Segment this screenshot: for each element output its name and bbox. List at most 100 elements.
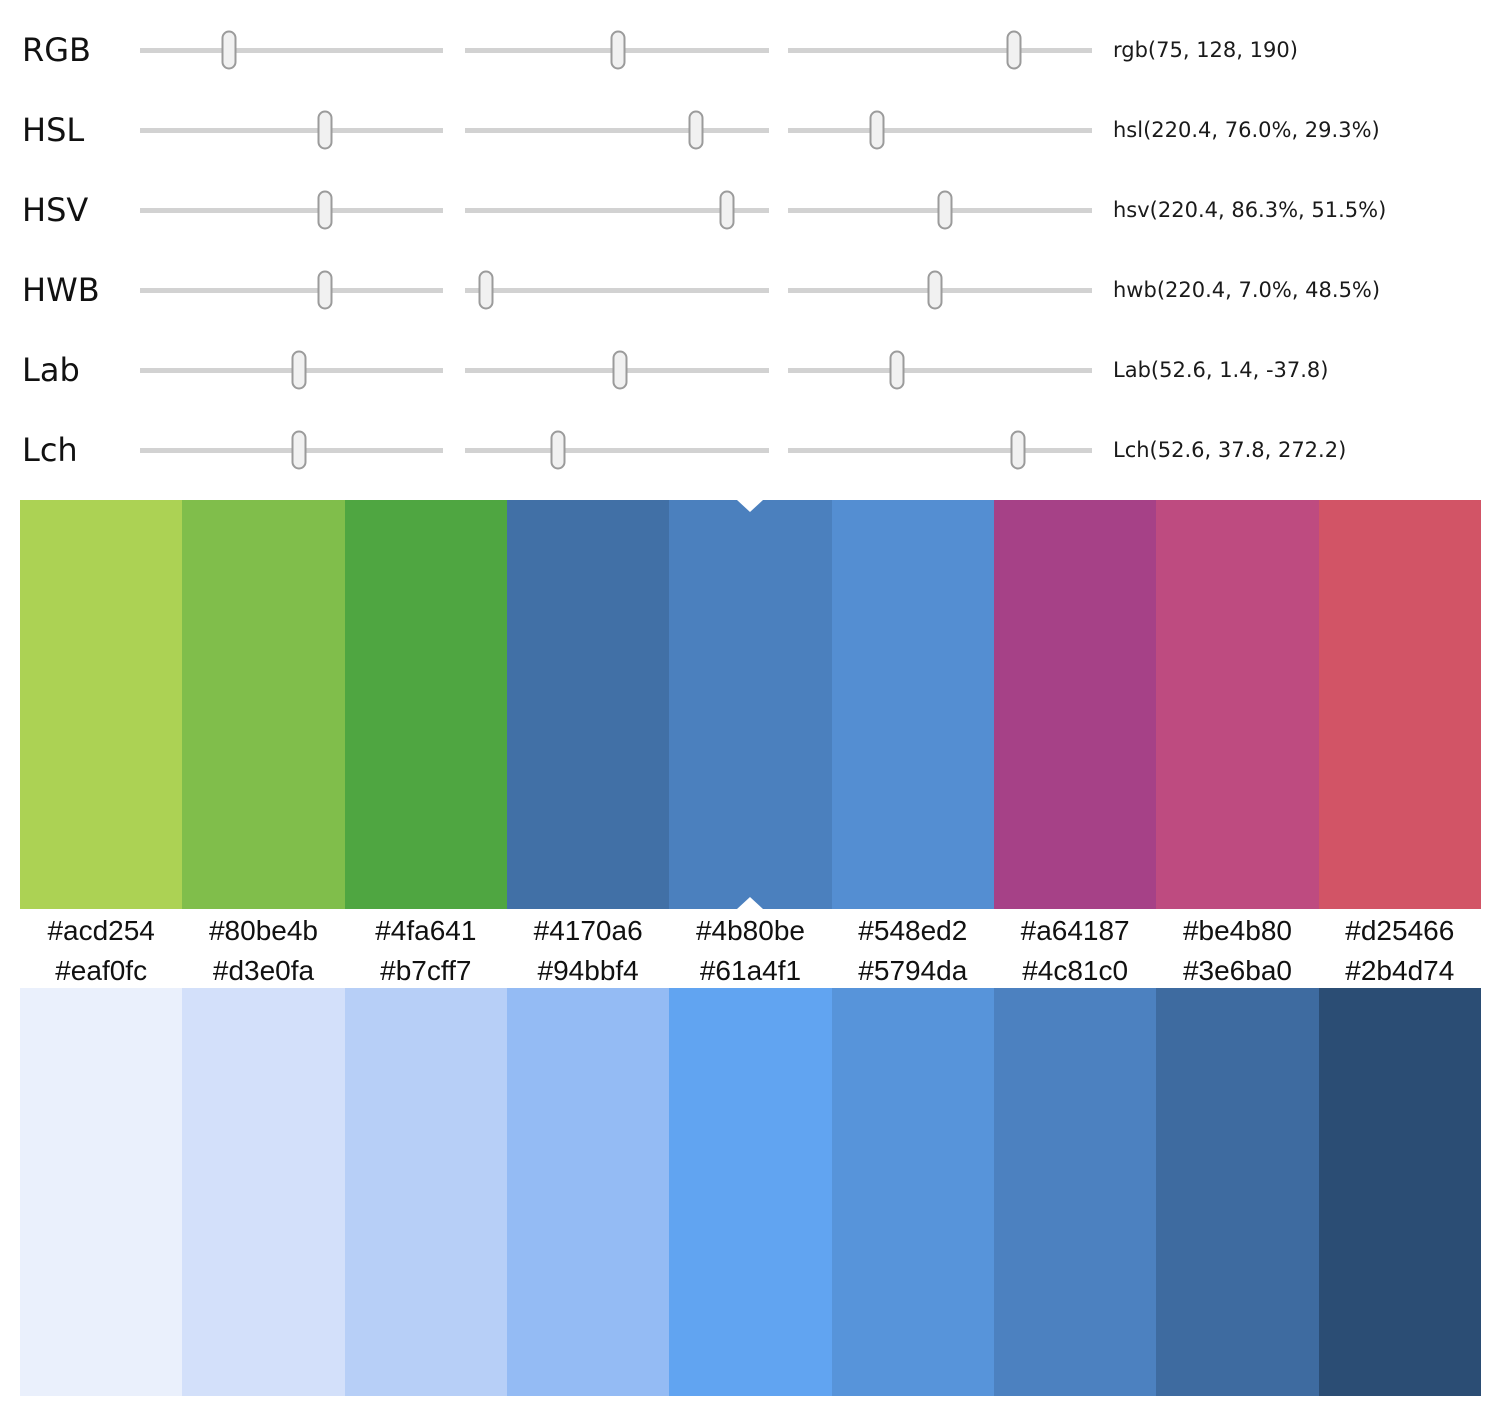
- slider-track[interactable]: [140, 367, 443, 373]
- color-swatch[interactable]: [993, 988, 1157, 1396]
- slider-channel-2[interactable]: [465, 330, 769, 410]
- slider-thumb[interactable]: [1006, 30, 1022, 70]
- slider-track[interactable]: [788, 367, 1092, 373]
- slider-track[interactable]: [788, 47, 1092, 53]
- hex-code-label: #4170a6: [533, 915, 643, 946]
- color-swatch[interactable]: [1318, 500, 1481, 909]
- color-swatch[interactable]: [344, 500, 507, 909]
- color-value-text: hsv(220.4, 86.3%, 51.5%): [1113, 198, 1387, 222]
- slider-channel-1[interactable]: [140, 330, 443, 410]
- colorspace-label: Lab: [22, 351, 80, 389]
- hex-code-label: #a64187: [1020, 915, 1130, 946]
- colorspace-label: HWB: [22, 271, 100, 309]
- slider-thumb[interactable]: [688, 110, 704, 150]
- slider-track[interactable]: [788, 447, 1092, 453]
- colorspace-label: HSV: [22, 191, 89, 229]
- slider-track[interactable]: [140, 447, 443, 453]
- hue-palette-labels: #acd254 #80be4b #4fa641 #4170a6 #4b80be #548e…: [20, 909, 1481, 953]
- slider-track[interactable]: [140, 127, 443, 133]
- slider-track[interactable]: [465, 447, 769, 453]
- hue-palette-strip: [20, 500, 1481, 909]
- hex-code-label: #94bbf4: [537, 954, 639, 986]
- slider-channel-3[interactable]: [788, 410, 1092, 490]
- slider-track[interactable]: [465, 207, 769, 213]
- color-swatch[interactable]: [506, 988, 670, 1396]
- hex-code-label: #4fa641: [375, 915, 477, 946]
- slider-thumb[interactable]: [1010, 430, 1026, 470]
- color-swatch[interactable]: [20, 500, 183, 909]
- selected-marker-top-icon: [737, 500, 764, 512]
- color-value-text: hsl(220.4, 76.0%, 29.3%): [1113, 118, 1380, 142]
- slider-track[interactable]: [465, 287, 769, 293]
- slider-thumb[interactable]: [317, 110, 333, 150]
- slider-thumb[interactable]: [869, 110, 885, 150]
- slider-thumb[interactable]: [291, 430, 307, 470]
- slider-channel-1[interactable]: [140, 10, 443, 90]
- hex-code-label: #61a4f1: [699, 954, 802, 986]
- slider-thumb[interactable]: [610, 30, 626, 70]
- hex-code-label: #3e6ba0: [1182, 954, 1292, 986]
- slider-track[interactable]: [140, 47, 443, 53]
- slider-thumb[interactable]: [612, 350, 628, 390]
- slider-thumb[interactable]: [719, 190, 735, 230]
- slider-channel-1[interactable]: [140, 410, 443, 490]
- slider-channel-2[interactable]: [465, 90, 769, 170]
- slider-track[interactable]: [140, 287, 443, 293]
- slider-channel-3[interactable]: [788, 10, 1092, 90]
- color-swatch[interactable]: [831, 988, 994, 1396]
- slider-channel-3[interactable]: [788, 170, 1092, 250]
- colorspace-label: Lch: [22, 431, 78, 469]
- slider-channel-3[interactable]: [788, 90, 1092, 170]
- slider-track[interactable]: [140, 207, 443, 213]
- slider-channel-1[interactable]: [140, 170, 443, 250]
- color-swatch[interactable]: [1156, 500, 1319, 909]
- slider-channel-2[interactable]: [465, 410, 769, 490]
- color-swatch[interactable]: [1156, 988, 1319, 1396]
- slider-track[interactable]: [788, 127, 1092, 133]
- color-swatch[interactable]: [506, 500, 670, 909]
- hex-code-label: #548ed2: [858, 915, 968, 946]
- slider-thumb[interactable]: [927, 270, 943, 310]
- color-swatch[interactable]: [669, 500, 832, 909]
- slider-channel-1[interactable]: [140, 250, 443, 330]
- slider-thumb[interactable]: [317, 190, 333, 230]
- colorspace-sliders-panel: RGB rgb(75, 128, 190) HSL hsl(220.4, 76.0%,…: [0, 10, 1501, 490]
- color-swatch[interactable]: [993, 500, 1157, 909]
- hex-code-label: #acd254: [47, 915, 155, 946]
- slider-row-lch: Lch Lch(52.6, 37.8, 272.2): [0, 410, 1501, 490]
- hex-code-label: #d3e0fa: [212, 954, 315, 986]
- color-value-text: rgb(75, 128, 190): [1113, 38, 1298, 62]
- color-swatch[interactable]: [1318, 988, 1481, 1396]
- slider-row-hwb: HWB hwb(220.4, 7.0%, 48.5%): [0, 250, 1501, 330]
- slider-channel-1[interactable]: [140, 90, 443, 170]
- slider-channel-2[interactable]: [465, 10, 769, 90]
- slider-thumb[interactable]: [550, 430, 566, 470]
- shade-palette-strip: [20, 988, 1481, 1396]
- hex-code-label: #80be4b: [208, 915, 318, 946]
- color-swatch[interactable]: [182, 988, 345, 1396]
- hex-code-label: #5794da: [858, 954, 968, 986]
- slider-thumb[interactable]: [291, 350, 307, 390]
- slider-thumb[interactable]: [317, 270, 333, 310]
- shade-palette-labels: #eaf0fc #d3e0fa #b7cff7 #94bbf4 #61a4f1 #5794…: [20, 953, 1481, 988]
- hex-code-label: #2b4d74: [1345, 954, 1455, 986]
- color-swatch[interactable]: [344, 988, 507, 1396]
- slider-thumb[interactable]: [937, 190, 953, 230]
- slider-thumb[interactable]: [478, 270, 494, 310]
- color-swatch[interactable]: [20, 988, 183, 1396]
- slider-channel-3[interactable]: [788, 330, 1092, 410]
- slider-row-rgb: RGB rgb(75, 128, 190): [0, 10, 1501, 90]
- selected-marker-bottom-icon: [737, 897, 764, 909]
- color-swatch[interactable]: [182, 500, 345, 909]
- color-swatch[interactable]: [831, 500, 994, 909]
- hex-code-label: #be4b80: [1182, 915, 1292, 946]
- slider-channel-2[interactable]: [465, 170, 769, 250]
- color-swatch[interactable]: [669, 988, 832, 1396]
- slider-channel-2[interactable]: [465, 250, 769, 330]
- slider-row-hsv: HSV hsv(220.4, 86.3%, 51.5%): [0, 170, 1501, 250]
- slider-channel-3[interactable]: [788, 250, 1092, 330]
- slider-thumb[interactable]: [221, 30, 237, 70]
- slider-thumb[interactable]: [889, 350, 905, 390]
- slider-track[interactable]: [465, 127, 769, 133]
